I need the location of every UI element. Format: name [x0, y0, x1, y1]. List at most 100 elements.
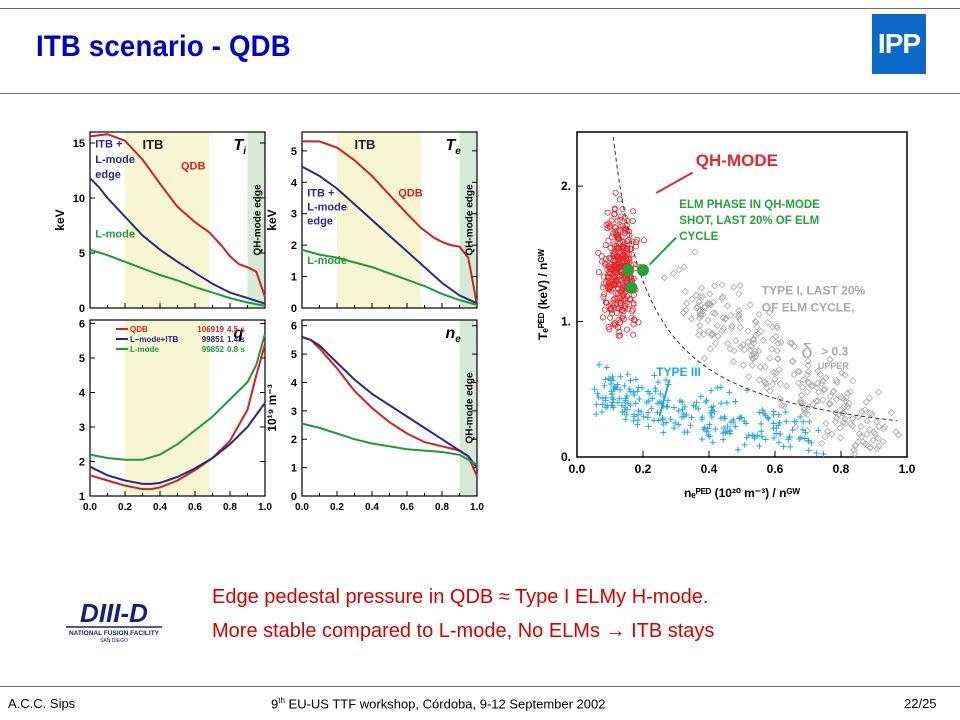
type-iii-point	[611, 384, 618, 391]
delta-upper-label: UPPER	[818, 361, 850, 371]
type-i-point	[851, 442, 860, 450]
qh-mode-point	[622, 305, 629, 312]
y-tick-label: 5	[79, 353, 85, 365]
type-i-point	[831, 418, 839, 426]
type-iii-point	[645, 409, 652, 416]
y-tick-label: 1	[79, 491, 85, 503]
type-i-point	[866, 409, 874, 417]
type-i-point	[828, 430, 836, 438]
type-i-point	[736, 323, 744, 331]
type-i-point	[722, 314, 730, 323]
y-tick-label: 5	[79, 248, 85, 260]
type-i-point	[660, 274, 669, 282]
type-iii-point	[770, 408, 777, 415]
type-i-point	[863, 430, 871, 438]
qh-mode-point	[604, 209, 611, 216]
bullet-line-2: More stable compared to L-mode, No ELMs …	[212, 620, 715, 642]
type-iii-point	[756, 443, 763, 450]
type-i-point	[720, 325, 728, 333]
type-i-point	[711, 310, 719, 318]
y-tick-label: 1	[291, 272, 297, 284]
type-i-point	[875, 422, 883, 431]
type-iii-point	[659, 415, 666, 422]
type-i-point	[699, 307, 707, 315]
x-tick-label: 0.8	[223, 502, 237, 513]
type-i-point	[727, 311, 735, 319]
type-iii-point	[639, 384, 646, 391]
type-iii-point	[636, 396, 643, 403]
qh-mode-point	[623, 299, 630, 306]
qh-mode-point	[620, 252, 627, 259]
qh-mode-point	[605, 284, 612, 291]
type-iii-point	[622, 397, 629, 404]
ipp-logo: IPP	[872, 14, 926, 74]
type-i-point	[834, 411, 843, 419]
type-iii-point	[775, 439, 782, 446]
type-i-point	[772, 333, 780, 341]
type-i-point	[695, 314, 704, 322]
type-iii-point	[604, 402, 611, 409]
qh-mode-point	[625, 305, 632, 312]
type-iii-point	[599, 401, 606, 408]
type-i-point	[755, 376, 764, 384]
type-i-point	[730, 347, 738, 355]
type-i-point	[769, 368, 778, 376]
type-i-point	[700, 304, 709, 312]
type-iii-point	[805, 437, 812, 444]
qh-mode-point	[595, 269, 602, 276]
type-i-point	[819, 377, 827, 385]
type-i-point	[675, 266, 683, 274]
corner-label: Te	[446, 137, 462, 157]
y-tick-label: 15	[73, 138, 85, 150]
type-i-point	[797, 396, 805, 404]
type-i-point	[748, 351, 756, 359]
type-i-point	[838, 409, 846, 417]
type-iii-point	[706, 433, 713, 440]
legend-label: L–mode+ITB	[130, 335, 178, 344]
type-i-point	[870, 428, 878, 436]
itb-band	[125, 132, 209, 308]
elm-phase-label: SHOT, LAST 20% OF ELM	[679, 215, 819, 227]
type-i-point	[836, 434, 845, 442]
type-i-point	[753, 323, 761, 331]
x-tick-label: 0.4	[365, 502, 379, 513]
type-i-point	[718, 327, 726, 335]
type-iii-point	[687, 422, 694, 429]
type-iii-point	[618, 402, 625, 409]
type-i-point	[746, 301, 754, 309]
curve-annotation: QDB	[398, 187, 423, 199]
type-iii-point	[624, 371, 631, 378]
type-i-label: OF ELM CYCLE,	[762, 301, 855, 315]
edge-band	[459, 320, 477, 496]
qh-mode-point	[614, 290, 621, 297]
y-axis-label: keV	[53, 209, 67, 230]
type-i-point	[752, 331, 760, 339]
qh-mode-point	[608, 307, 615, 314]
curve-annotation: ITB +	[95, 138, 122, 150]
type-i-point	[768, 335, 777, 343]
pedestal-scatter-chart: 0.0 0.2 0.4 0.6 0.8 1.0 0. 1. 2. nₑᴾᴱᴰ (10²⁰ m⁻³)…	[536, 131, 916, 500]
type-iii-point	[626, 385, 633, 392]
type-i-point	[821, 385, 829, 393]
qh-mode-point	[611, 295, 618, 302]
type-iii-point	[646, 390, 653, 397]
qh-mode-point	[610, 299, 617, 306]
type-iii-point	[617, 386, 624, 393]
type-i-point	[814, 379, 822, 387]
type-i-point	[680, 263, 688, 271]
type-iii-point	[721, 415, 728, 422]
type-iii-point	[762, 412, 769, 419]
edge-band-label: QH-mode edge	[464, 184, 475, 256]
qh-mode-point	[632, 243, 639, 250]
elm-phase-point	[625, 281, 638, 294]
type-iii-point	[741, 441, 748, 448]
type-i-label: TYPE I, LAST 20%	[762, 284, 866, 298]
type-iii-point	[631, 411, 638, 418]
edge-band	[459, 132, 477, 308]
y-tick-label: 0.	[561, 450, 571, 464]
type-iii-point	[743, 420, 750, 427]
x-tick-label: 0.6	[767, 462, 784, 476]
type-iii-point	[593, 411, 600, 418]
type-i-point	[771, 375, 779, 383]
series-line-qdb	[89, 343, 266, 491]
